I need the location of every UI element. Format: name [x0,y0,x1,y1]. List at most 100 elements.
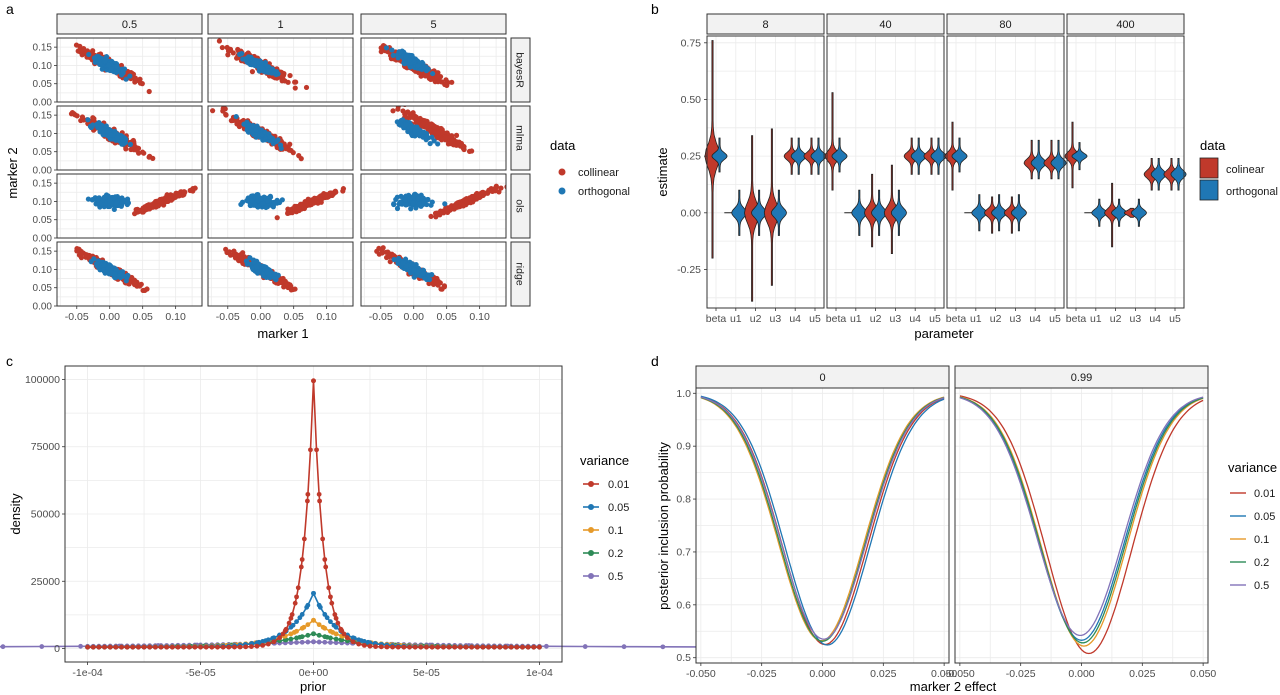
point-collinear [476,193,482,199]
point-orthogonal [422,275,428,281]
point-collinear [154,203,161,209]
point-collinear [135,209,141,215]
point-orthogonal [272,271,279,277]
point-orthogonal [258,196,264,202]
point-orthogonal [85,196,92,202]
point-orthogonal [277,142,284,148]
x-tick-label: u2 [870,313,882,325]
y-tick-label: 0.05 [33,283,53,294]
point-orthogonal [120,273,126,279]
point-collinear [281,278,287,284]
panel-border [360,37,507,103]
point-orthogonal [95,196,102,203]
point-orthogonal [252,132,258,138]
point-orthogonal [394,194,400,200]
point-collinear [150,155,156,161]
point-orthogonal [125,272,131,278]
scatter-points [57,38,152,95]
panel-a: 0.5 1 5bayesRmlmaolsridge0.000.050.100.150… [5,13,630,341]
violin-orthogonal [770,189,787,236]
point-collinear [234,118,241,124]
point-collinear [238,256,244,262]
point-orthogonal [244,261,250,267]
point-collinear [457,143,464,149]
y-tick-label: 0.00 [33,302,53,313]
facet-strip [706,13,825,35]
x-tick-label: 0.00 [404,311,425,323]
y-tick-label: 0.10 [33,129,53,140]
point-orthogonal [435,141,441,147]
point-orthogonal [394,205,401,212]
point-collinear [455,204,461,210]
point-orthogonal [401,61,408,67]
point-collinear [296,153,302,159]
point-collinear [303,84,310,91]
point-orthogonal [391,256,397,263]
point-orthogonal [101,262,107,268]
point-collinear [139,149,146,155]
point-collinear [378,49,384,55]
point-collinear [292,79,298,85]
point-collinear [139,209,145,215]
point-orthogonal [410,200,416,206]
point-orthogonal [390,52,396,58]
point-collinear [288,207,294,213]
point-collinear [249,69,256,75]
scatter-points [74,246,150,294]
point-orthogonal [269,138,275,144]
point-collinear [279,73,285,79]
point-collinear [225,52,231,58]
point-orthogonal [409,53,415,59]
x-tick-label: 0.10 [165,311,186,323]
point-orthogonal [421,129,427,135]
point-orthogonal [389,47,395,53]
y-tick-label: 0.15 [33,179,53,190]
point-orthogonal [120,137,126,143]
point-collinear [219,44,225,51]
point-orthogonal [114,63,120,69]
violin-collinear [744,135,761,302]
point-orthogonal [113,201,119,207]
point-orthogonal [272,69,279,75]
point-collinear [448,138,455,144]
point-collinear [318,197,324,203]
point-collinear [84,252,90,258]
point-collinear [240,250,246,256]
point-orthogonal [442,201,448,207]
point-orthogonal [112,128,118,135]
point-orthogonal [415,63,421,69]
point-orthogonal [123,76,129,82]
violin-orthogonal [731,189,748,236]
facet-strip [946,13,1065,35]
point-orthogonal [403,263,409,269]
facet-label: ridge [514,262,526,286]
point-collinear [467,195,473,201]
panel-border [360,105,507,171]
point-orthogonal [259,200,266,206]
scatter-points [390,106,475,154]
x-tick-label: u1 [730,313,742,325]
point-collinear [420,121,426,127]
panel-border [207,241,354,307]
point-collinear [292,85,298,91]
point-collinear [435,79,441,85]
x-tick-label: beta [826,313,847,325]
point-collinear [439,286,445,292]
point-orthogonal [102,58,108,65]
facet-label: bayesR [514,52,526,88]
point-collinear [132,281,138,287]
point-collinear [231,248,237,254]
point-orthogonal [262,129,268,135]
point-collinear [137,76,143,82]
panel-border [56,173,203,239]
point-collinear [290,150,296,156]
point-orthogonal [403,54,409,60]
point-orthogonal [127,73,133,79]
point-orthogonal [416,201,422,207]
point-collinear [374,248,380,254]
violin-orthogonal [890,189,907,236]
x-tick-label: u3 [770,313,782,325]
x-tick-label: 0.00 [251,311,272,323]
y-tick-label: 0.10 [33,265,53,276]
